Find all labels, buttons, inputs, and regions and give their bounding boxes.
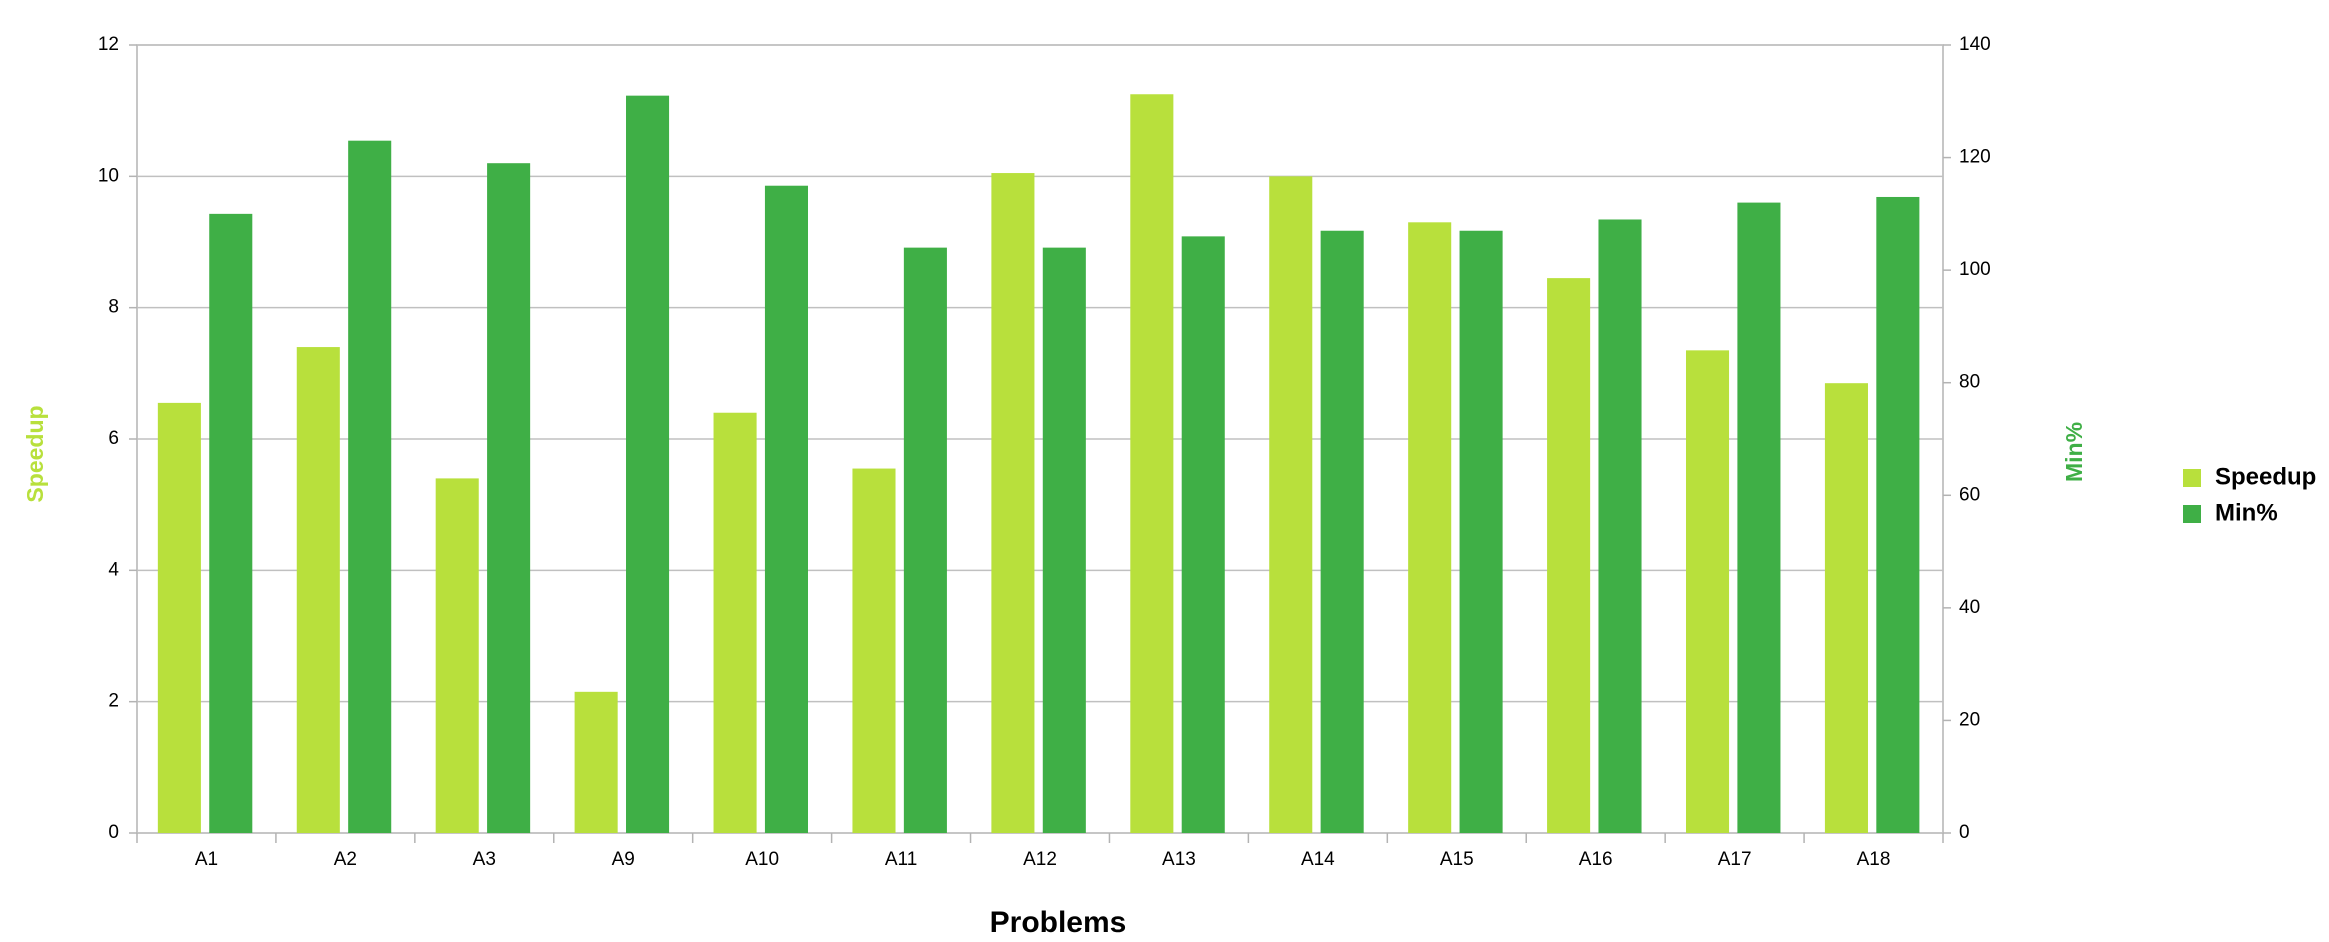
bar [435, 478, 479, 833]
bar [574, 691, 618, 833]
bar [1876, 196, 1920, 833]
y-tick-label: 12 [98, 34, 119, 55]
x-tick-label: A15 [1440, 849, 1474, 870]
y-tick-label: 4 [108, 559, 119, 580]
x-tick-label: A3 [473, 849, 496, 870]
y2-tick-label: 100 [1959, 259, 1991, 280]
bar [1130, 94, 1174, 833]
x-axis-title: Problems [990, 906, 1127, 939]
legend-label: Speedup [2215, 463, 2316, 490]
y-tick-label: 0 [108, 822, 119, 843]
bar [1408, 222, 1452, 834]
bar [1042, 247, 1086, 834]
y2-tick-label: 80 [1959, 372, 1980, 393]
bar [991, 173, 1035, 834]
bar [1181, 236, 1225, 833]
bar [903, 247, 947, 834]
y2-tick-label: 60 [1959, 484, 1980, 505]
bar [1269, 176, 1313, 834]
bar [209, 213, 253, 833]
x-tick-label: A17 [1718, 849, 1752, 870]
bar [626, 95, 670, 833]
y2-tick-label: 0 [1959, 822, 1970, 843]
bar [1320, 230, 1364, 833]
x-tick-label: A13 [1162, 849, 1196, 870]
bar [1598, 219, 1642, 833]
bar [1737, 202, 1781, 834]
x-tick-label: A14 [1301, 849, 1335, 870]
x-tick-label: A11 [885, 849, 917, 870]
legend-swatch [2183, 469, 2201, 487]
x-tick-label: A1 [195, 849, 218, 870]
bar [1824, 383, 1868, 833]
x-tick-label: A10 [745, 849, 779, 870]
x-tick-label: A16 [1579, 849, 1613, 870]
y2-tick-label: 20 [1959, 709, 1980, 730]
bar [487, 163, 531, 833]
bar [713, 412, 757, 833]
bar [852, 468, 896, 833]
y-tick-label: 8 [108, 297, 119, 318]
bar [296, 347, 340, 833]
y-tick-label: 10 [98, 165, 119, 186]
bar [1685, 350, 1730, 833]
bar [1459, 230, 1503, 833]
bar [1547, 278, 1591, 833]
y-axis-title: Speedup [22, 405, 48, 502]
legend-label: Min% [2215, 499, 2278, 526]
x-tick-label: A2 [334, 849, 357, 870]
y2-axis-title: Min% [2061, 422, 2087, 482]
y2-tick-label: 140 [1959, 34, 1991, 55]
bar [764, 185, 808, 833]
y2-tick-label: 120 [1959, 147, 1991, 168]
legend-swatch [2183, 505, 2201, 523]
y-tick-label: 2 [108, 691, 119, 712]
x-tick-label: A18 [1857, 849, 1891, 870]
x-tick-label: A9 [612, 849, 635, 870]
bar [348, 140, 392, 833]
y-tick-label: 6 [108, 428, 119, 449]
y2-tick-label: 40 [1959, 597, 1980, 618]
bar [157, 402, 201, 833]
x-tick-label: A12 [1023, 849, 1057, 870]
